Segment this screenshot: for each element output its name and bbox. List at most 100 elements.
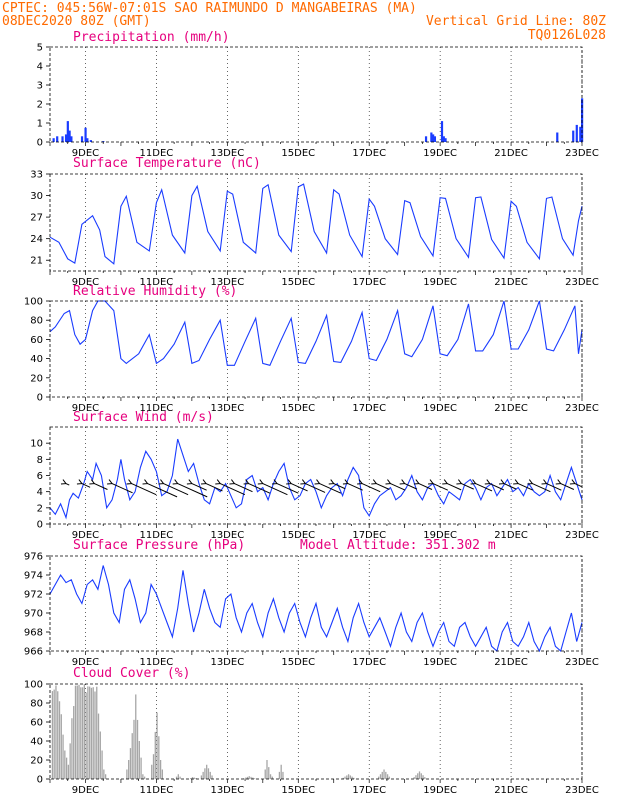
rh-xtick-label: 9DEC xyxy=(72,403,99,414)
cloud-column xyxy=(204,768,206,779)
cloud-column xyxy=(420,773,422,779)
wind-arrow xyxy=(163,483,189,496)
wind-arrow-head xyxy=(215,479,222,485)
precip-bar xyxy=(424,136,428,142)
wind-arrow-head xyxy=(428,479,434,485)
pres-series-line xyxy=(49,565,583,653)
cloud-column xyxy=(64,750,66,779)
wind-arrow xyxy=(517,483,534,491)
precip-xtick-label: 23DEC xyxy=(565,148,599,159)
cloud-column xyxy=(280,764,282,779)
rh-ytick-label: 80 xyxy=(30,316,43,327)
cloud-column xyxy=(97,713,100,779)
wind-arrow-head xyxy=(385,479,392,485)
wind-arrow-head xyxy=(555,479,562,485)
pres-ytick-label: 974 xyxy=(24,571,43,582)
cloud-xtick-label: 11DEC xyxy=(140,785,174,796)
precip-frame xyxy=(49,46,583,143)
cloud-column xyxy=(346,775,348,779)
cloud-column xyxy=(78,684,80,779)
wind-arrow xyxy=(376,483,390,490)
cloud-column xyxy=(92,687,94,779)
wind-arrow-head xyxy=(107,479,114,485)
wind-arrow-head xyxy=(172,479,179,485)
temp-xtick-label: 19DEC xyxy=(423,277,457,288)
precip-bar xyxy=(86,138,89,142)
wind-arrow xyxy=(347,483,363,491)
pres-xtick-label: 19DEC xyxy=(423,657,457,668)
cloud-column xyxy=(126,769,128,779)
wind-arrow-head xyxy=(357,479,364,485)
wind-arrow xyxy=(262,483,288,496)
rh-title: Relative Humidity (%) xyxy=(73,284,237,299)
wind-arrow xyxy=(532,483,551,493)
wind-arrow xyxy=(574,483,582,487)
wind-arrow-head xyxy=(342,479,349,485)
wind-arrow-head xyxy=(470,479,477,485)
wind-arrow-head xyxy=(498,479,505,485)
cloud-column xyxy=(424,777,426,779)
wind-xtick-label: 17DEC xyxy=(352,530,386,541)
pres-subtitle: Model Altitude: 351.302 m xyxy=(300,538,496,553)
cloud-column xyxy=(383,769,385,779)
wind-arrow xyxy=(432,483,449,491)
cloud-column xyxy=(87,686,89,779)
cloud-column xyxy=(413,777,415,779)
header-date: 08DEC2020 80Z (GMT) xyxy=(2,14,151,29)
cloud-column xyxy=(268,767,270,779)
precip-bar xyxy=(89,140,92,142)
wind-arrow xyxy=(177,483,208,498)
cloud-column xyxy=(278,771,281,779)
precip-ytick-label: 0 xyxy=(37,138,43,149)
precip-bar xyxy=(444,138,447,142)
rh-xtick-label: 13DEC xyxy=(210,403,244,414)
precip-bar xyxy=(61,136,64,142)
cloud-column xyxy=(151,764,153,779)
wind-arrow-head xyxy=(527,479,534,485)
wind-arrow-head xyxy=(271,479,278,485)
cloud-column xyxy=(51,691,54,779)
precip-bar xyxy=(64,134,68,142)
wind-arrow-head xyxy=(257,479,264,485)
cloud-column xyxy=(349,775,351,779)
cloud-column xyxy=(90,687,93,779)
cloud-column xyxy=(89,686,91,779)
cloud-column xyxy=(351,776,353,779)
cloud-column xyxy=(99,731,101,779)
wind-arrow xyxy=(305,483,326,493)
cloud-column xyxy=(131,733,133,779)
cloud-column xyxy=(67,764,70,779)
rh-xtick-label: 23DEC xyxy=(565,403,599,414)
precip-bar xyxy=(575,124,578,142)
wind-title: Surface Wind (m/s) xyxy=(73,410,214,425)
rh-frame xyxy=(49,300,583,398)
wind-arrow xyxy=(147,483,178,498)
cloud-column xyxy=(74,685,77,779)
wind-arrow-head xyxy=(541,479,548,485)
pres-xtick-label: 15DEC xyxy=(281,657,315,668)
wind-arrow xyxy=(131,483,157,496)
wind-arrow-head xyxy=(126,479,133,485)
wind-xtick-label: 21DEC xyxy=(494,530,528,541)
precip-bar xyxy=(102,141,105,142)
wind-arrow-head xyxy=(413,479,420,485)
cloud-column xyxy=(379,774,382,779)
panels: 0 1 2 3 4 5 9DEC 11DEC 13DEC 15DEC 17DEC 19DEC 21DEC… xyxy=(24,30,599,796)
cloud-column xyxy=(83,684,85,779)
wind-arrow xyxy=(546,483,562,491)
precip-ytick-label: 1 xyxy=(37,119,43,130)
cloud-column xyxy=(128,760,130,779)
cloud-column xyxy=(71,718,73,779)
temp-xtick-label: 9DEC xyxy=(72,277,99,288)
cloud-column xyxy=(193,777,195,779)
wind-xtick-label: 15DEC xyxy=(281,530,315,541)
precip-bar xyxy=(52,138,55,142)
precip-bar xyxy=(68,130,71,142)
cloud-column xyxy=(250,776,252,779)
wind-ytick-label: 10 xyxy=(30,439,43,450)
cloud-column xyxy=(252,777,254,779)
pres-ytick-label: 968 xyxy=(24,628,43,639)
wind-arrow-head xyxy=(201,479,208,485)
rh-ytick-label: 0 xyxy=(37,393,43,404)
